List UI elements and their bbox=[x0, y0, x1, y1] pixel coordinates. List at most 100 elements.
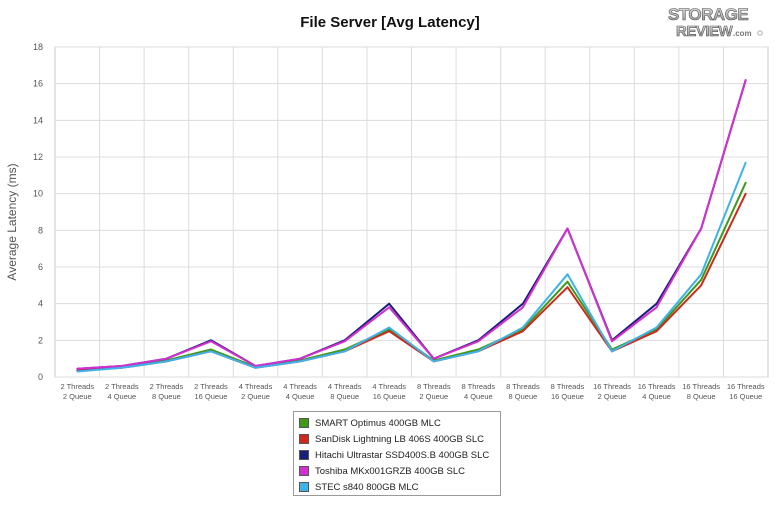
x-tick-label: 8 Threads 4 Queue bbox=[462, 382, 496, 401]
data-point bbox=[744, 161, 747, 164]
data-point bbox=[566, 286, 569, 289]
data-point bbox=[388, 306, 391, 309]
series-line-4 bbox=[77, 162, 747, 373]
legend-label: STEC s840 800GB MLC bbox=[315, 481, 419, 493]
x-tick-label-line: 8 Threads bbox=[417, 382, 451, 391]
x-tick-label-line: 2 Threads bbox=[150, 382, 184, 391]
data-point bbox=[388, 326, 391, 329]
x-tick-label: 8 Threads 16 Queue bbox=[551, 382, 585, 401]
data-point bbox=[254, 365, 257, 367]
legend-item: Toshiba MKx001GRZB 400GB SLC bbox=[299, 463, 500, 479]
y-tick-label: 14 bbox=[33, 115, 43, 125]
data-point bbox=[744, 79, 747, 81]
data-point bbox=[343, 350, 346, 353]
y-tick-label: 6 bbox=[38, 262, 43, 272]
y-tick-label: 18 bbox=[33, 42, 43, 52]
x-tick-label-line: 8 Threads bbox=[551, 382, 585, 391]
x-tick-label: 4 Threads 8 Queue bbox=[328, 382, 362, 401]
x-tick-label-line: 4 Threads bbox=[239, 382, 273, 391]
x-tick-label-line: 8 Queue bbox=[687, 392, 716, 401]
data-point bbox=[522, 330, 524, 333]
x-tick-label-line: 2 Threads bbox=[194, 382, 228, 391]
data-point bbox=[343, 340, 346, 343]
legend-label: SMART Optimus 400GB MLC bbox=[315, 417, 441, 429]
y-tick-label: 4 bbox=[38, 299, 43, 309]
data-point bbox=[165, 357, 168, 360]
legend-item: SanDisk Lightning LB 406S 400GB SLC bbox=[299, 431, 500, 447]
x-tick-label: 4 Threads 16 Queue bbox=[372, 382, 406, 401]
x-tick-label: 2 Threads 2 Queue bbox=[60, 382, 94, 401]
data-point bbox=[522, 302, 524, 305]
x-tick-label: 4 Threads 4 Queue bbox=[283, 382, 317, 401]
x-tick-label-line: 8 Threads bbox=[462, 382, 496, 391]
x-tick-label: 2 Threads 4 Queue bbox=[105, 382, 139, 401]
x-tick-label-line: 2 Queue bbox=[419, 392, 448, 401]
x-tick-label-line: 16 Queue bbox=[194, 392, 227, 401]
data-point bbox=[76, 370, 79, 373]
storage-review-logo: STORAGE REVIEW .com bbox=[668, 5, 763, 40]
legend-swatch bbox=[299, 466, 309, 476]
series-line-3 bbox=[77, 79, 747, 370]
data-point bbox=[655, 326, 658, 329]
x-tick-label-line: 4 Queue bbox=[464, 392, 493, 401]
data-point bbox=[210, 350, 212, 353]
legend-label: Hitachi Ultrastar SSD400S.B 400GB SLC bbox=[315, 449, 490, 461]
x-tick-label: 8 Threads 8 Queue bbox=[506, 382, 540, 401]
data-point bbox=[165, 360, 168, 363]
data-point bbox=[254, 366, 257, 369]
data-point bbox=[566, 280, 569, 283]
x-tick-label-line: 2 Threads bbox=[105, 382, 139, 391]
data-point bbox=[655, 302, 658, 305]
data-point bbox=[744, 192, 747, 195]
chart-legend: SMART Optimus 400GB MLC SanDisk Lightning… bbox=[293, 411, 501, 496]
y-tick-label: 12 bbox=[33, 152, 43, 162]
x-tick-label-line: 4 Threads bbox=[372, 382, 406, 391]
data-point bbox=[700, 227, 703, 230]
data-point bbox=[388, 330, 391, 333]
data-point bbox=[299, 360, 301, 363]
legend-label: Toshiba MKx001GRZB 400GB SLC bbox=[315, 465, 465, 477]
data-point bbox=[299, 357, 301, 360]
data-point bbox=[700, 278, 703, 281]
x-tick-label-line: 2 Queue bbox=[241, 392, 270, 401]
x-tick-label-line: 8 Queue bbox=[330, 392, 359, 401]
y-tick-label: 8 bbox=[38, 225, 43, 235]
x-tick-label-line: 8 Queue bbox=[509, 392, 538, 401]
data-point bbox=[611, 340, 613, 343]
x-tick-label: 16 Threads 4 Queue bbox=[638, 382, 676, 401]
data-point bbox=[566, 227, 569, 230]
x-tick-label-line: 2 Queue bbox=[63, 392, 92, 401]
data-point bbox=[76, 367, 79, 370]
x-tick-label-line: 2 Threads bbox=[60, 382, 94, 391]
x-tick-label-line: 16 Threads bbox=[638, 382, 676, 391]
data-point bbox=[744, 181, 747, 184]
x-tick-label-line: 16 Threads bbox=[593, 382, 631, 391]
data-point bbox=[432, 360, 435, 363]
y-tick-label: 2 bbox=[38, 335, 43, 345]
data-point bbox=[700, 284, 703, 287]
x-tick-label-line: 16 Threads bbox=[682, 382, 720, 391]
x-tick-label: 2 Threads 16 Queue bbox=[194, 382, 228, 401]
legend-item: STEC s840 800GB MLC bbox=[299, 479, 500, 495]
data-point bbox=[522, 306, 524, 309]
x-tick-label-line: 4 Queue bbox=[107, 392, 136, 401]
legend-swatch bbox=[299, 482, 309, 492]
x-tick-label-line: 4 Queue bbox=[286, 392, 315, 401]
data-point bbox=[210, 348, 212, 351]
data-point bbox=[477, 350, 480, 353]
x-tick-label-line: 16 Queue bbox=[551, 392, 584, 401]
x-tick-label: 16 Threads 2 Queue bbox=[593, 382, 631, 401]
x-tick-label: 16 Threads 8 Queue bbox=[682, 382, 720, 401]
x-tick-label-line: 16 Queue bbox=[373, 392, 406, 401]
x-tick-label: 2 Threads 8 Queue bbox=[150, 382, 184, 401]
data-point bbox=[655, 306, 658, 309]
data-point bbox=[566, 273, 569, 276]
x-tick-label-line: 8 Queue bbox=[152, 392, 181, 401]
x-tick-label: 16 Threads 16 Queue bbox=[727, 382, 765, 401]
legend-item: Hitachi Ultrastar SSD400S.B 400GB SLC bbox=[299, 447, 500, 463]
y-tick-label: 16 bbox=[33, 79, 43, 89]
x-tick-label-line: 16 Threads bbox=[727, 382, 765, 391]
data-point bbox=[522, 326, 524, 329]
data-point bbox=[432, 357, 435, 360]
